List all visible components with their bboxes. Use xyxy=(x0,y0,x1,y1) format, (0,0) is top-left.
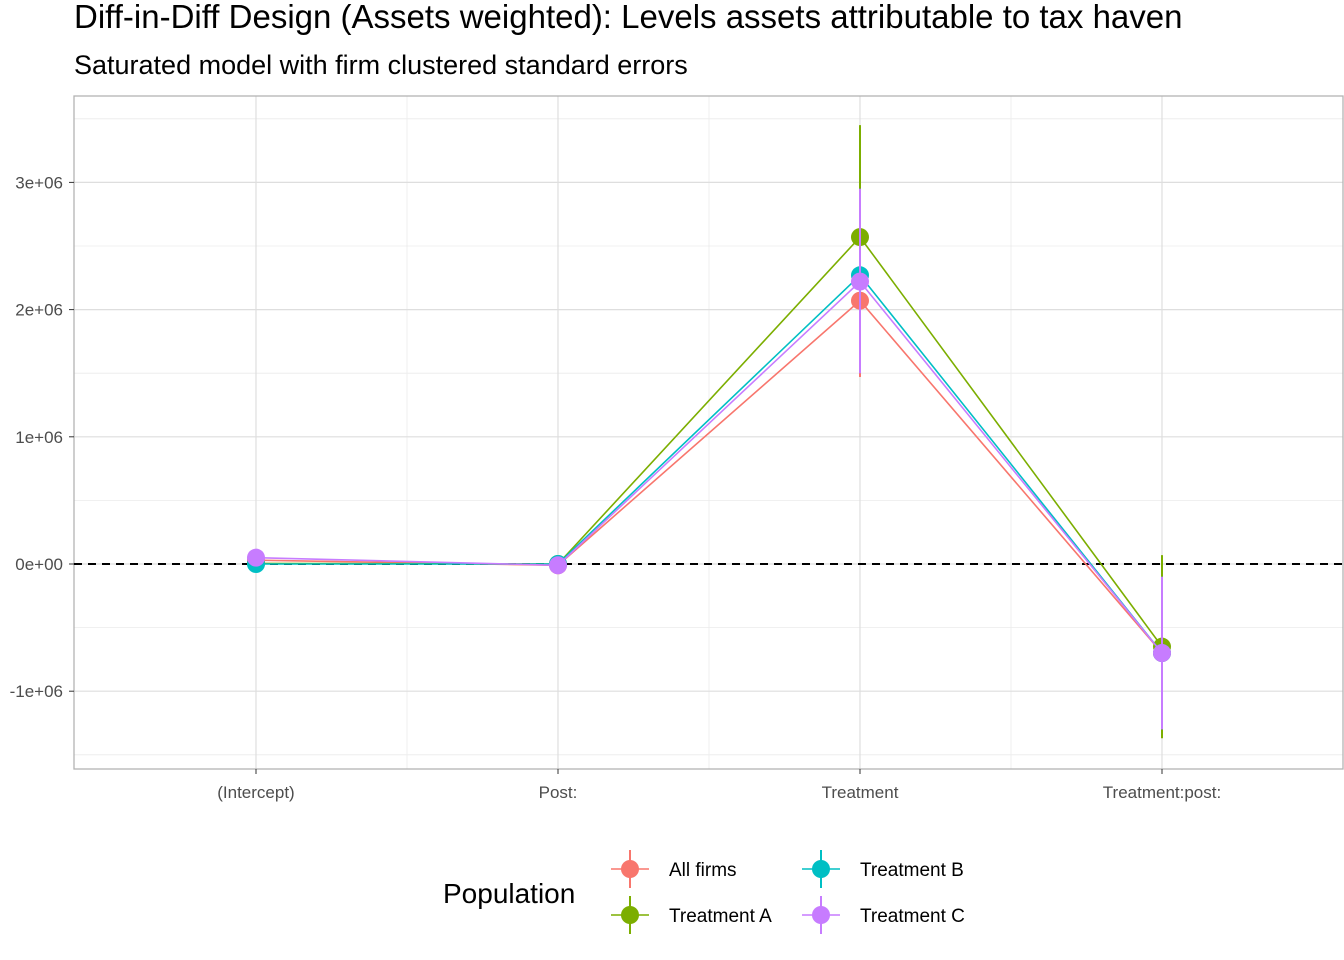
series-treatment-c xyxy=(247,188,1171,730)
legend-key-point xyxy=(621,906,639,924)
legend-label: Treatment C xyxy=(860,906,965,927)
legend-item: Treatment A xyxy=(611,896,772,934)
chart-subtitle: Saturated model with firm clustered stan… xyxy=(74,50,688,80)
x-axis: (Intercept) Post: Treatment Treatment:post: xyxy=(217,769,1221,802)
y-tick-label: 2e+06 xyxy=(15,301,63,320)
series-line xyxy=(255,299,1163,654)
data-point xyxy=(1153,644,1171,663)
legend-items: All firms Treatment A Treatment B Treatment… xyxy=(611,850,965,934)
x-tick-label: Treatment xyxy=(822,783,899,802)
x-tick-label: Treatment:post: xyxy=(1103,783,1221,802)
y-tick-label: -1e+06 xyxy=(10,682,63,701)
y-tick-label: 3e+06 xyxy=(15,173,63,192)
series-layer xyxy=(247,125,1171,739)
legend-title: Population xyxy=(443,878,575,909)
legend-key-point xyxy=(621,860,639,878)
series-line xyxy=(256,274,1163,654)
data-point xyxy=(549,556,567,575)
plot-panel-border xyxy=(73,95,1344,770)
legend-label: Treatment B xyxy=(860,860,964,881)
x-tick-label: Post: xyxy=(539,783,578,802)
data-point xyxy=(247,548,265,567)
series-line xyxy=(255,280,1163,654)
legend-key-point xyxy=(812,860,830,878)
legend: Population All firms Treatment A Treatment… xyxy=(443,850,965,934)
chart-title: Diff-in-Diff Design (Assets weighted): L… xyxy=(74,0,1182,35)
y-tick-label: 0e+00 xyxy=(15,555,63,574)
minor-gridlines xyxy=(74,96,1343,769)
x-tick-label: (Intercept) xyxy=(217,783,294,802)
legend-item: Treatment B xyxy=(802,850,964,888)
y-axis: -1e+06 0e+00 1e+06 2e+06 3e+06 xyxy=(10,173,74,701)
legend-item: Treatment C xyxy=(802,896,965,934)
legend-key-point xyxy=(812,906,830,924)
legend-item: All firms xyxy=(611,850,737,888)
legend-label: All firms xyxy=(669,860,737,881)
legend-label: Treatment A xyxy=(669,906,772,927)
y-tick-label: 1e+06 xyxy=(15,428,63,447)
data-point xyxy=(851,272,869,291)
